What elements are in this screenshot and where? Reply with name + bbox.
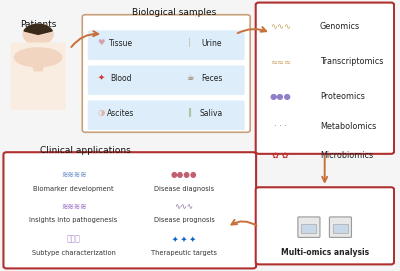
FancyBboxPatch shape	[33, 36, 44, 48]
Text: ≋≋≋≋: ≋≋≋≋	[61, 202, 86, 211]
FancyBboxPatch shape	[333, 224, 348, 233]
Circle shape	[23, 24, 53, 45]
FancyBboxPatch shape	[88, 30, 245, 60]
Text: ∿∿∿: ∿∿∿	[174, 202, 194, 211]
FancyBboxPatch shape	[10, 43, 66, 110]
Text: Biological samples: Biological samples	[132, 8, 216, 17]
Ellipse shape	[14, 48, 62, 67]
Text: Feces: Feces	[201, 74, 222, 83]
Text: 👤👤👤: 👤👤👤	[67, 235, 80, 244]
FancyBboxPatch shape	[302, 224, 316, 233]
Text: Biomarker development: Biomarker development	[33, 186, 114, 192]
Text: · · ·: · · ·	[274, 122, 287, 131]
Text: ✦: ✦	[98, 73, 105, 82]
Text: Proteomics: Proteomics	[320, 92, 365, 101]
FancyBboxPatch shape	[256, 187, 394, 264]
Text: ●●●●: ●●●●	[171, 170, 197, 179]
Text: Disease diagnosis: Disease diagnosis	[154, 186, 214, 192]
Text: Tissue: Tissue	[109, 39, 133, 48]
FancyBboxPatch shape	[88, 65, 245, 95]
FancyBboxPatch shape	[88, 101, 245, 130]
Text: ≈≈≈: ≈≈≈	[270, 57, 291, 66]
Text: Metabolomics: Metabolomics	[320, 122, 376, 131]
Text: ♥: ♥	[98, 38, 105, 47]
Wedge shape	[24, 24, 52, 34]
Text: Urine: Urine	[201, 39, 222, 48]
Text: |: |	[188, 38, 191, 47]
Text: Insights into pathogenesis: Insights into pathogenesis	[30, 217, 118, 223]
Text: Genomics: Genomics	[320, 22, 360, 31]
Text: Transcriptomics: Transcriptomics	[320, 57, 383, 66]
Text: Saliva: Saliva	[200, 109, 223, 118]
Polygon shape	[30, 55, 46, 71]
Text: ◑: ◑	[98, 108, 105, 117]
FancyBboxPatch shape	[256, 3, 394, 154]
Text: Clinical applications: Clinical applications	[40, 146, 131, 155]
Text: ✿ ✿: ✿ ✿	[272, 151, 289, 160]
FancyBboxPatch shape	[4, 152, 256, 268]
Text: Microbiomics: Microbiomics	[320, 151, 373, 160]
Text: Subtype characterization: Subtype characterization	[32, 250, 116, 256]
Text: Patients: Patients	[20, 20, 56, 30]
Text: ●●●: ●●●	[270, 92, 292, 101]
Text: Ascites: Ascites	[107, 109, 134, 118]
Text: ‖: ‖	[188, 108, 192, 117]
FancyBboxPatch shape	[298, 217, 320, 237]
Text: ☕: ☕	[186, 73, 194, 82]
FancyBboxPatch shape	[82, 15, 250, 132]
Text: ∿∿∿: ∿∿∿	[270, 22, 291, 31]
Text: ≋≋≋≋: ≋≋≋≋	[61, 170, 86, 179]
Text: Multi-omics analysis: Multi-omics analysis	[281, 248, 369, 257]
FancyBboxPatch shape	[330, 217, 352, 237]
Text: Therapeutic targets: Therapeutic targets	[151, 250, 217, 256]
Text: Blood: Blood	[110, 74, 132, 83]
Text: ✦ ✦ ✦: ✦ ✦ ✦	[172, 235, 196, 244]
Text: Disease prognosis: Disease prognosis	[154, 217, 214, 223]
